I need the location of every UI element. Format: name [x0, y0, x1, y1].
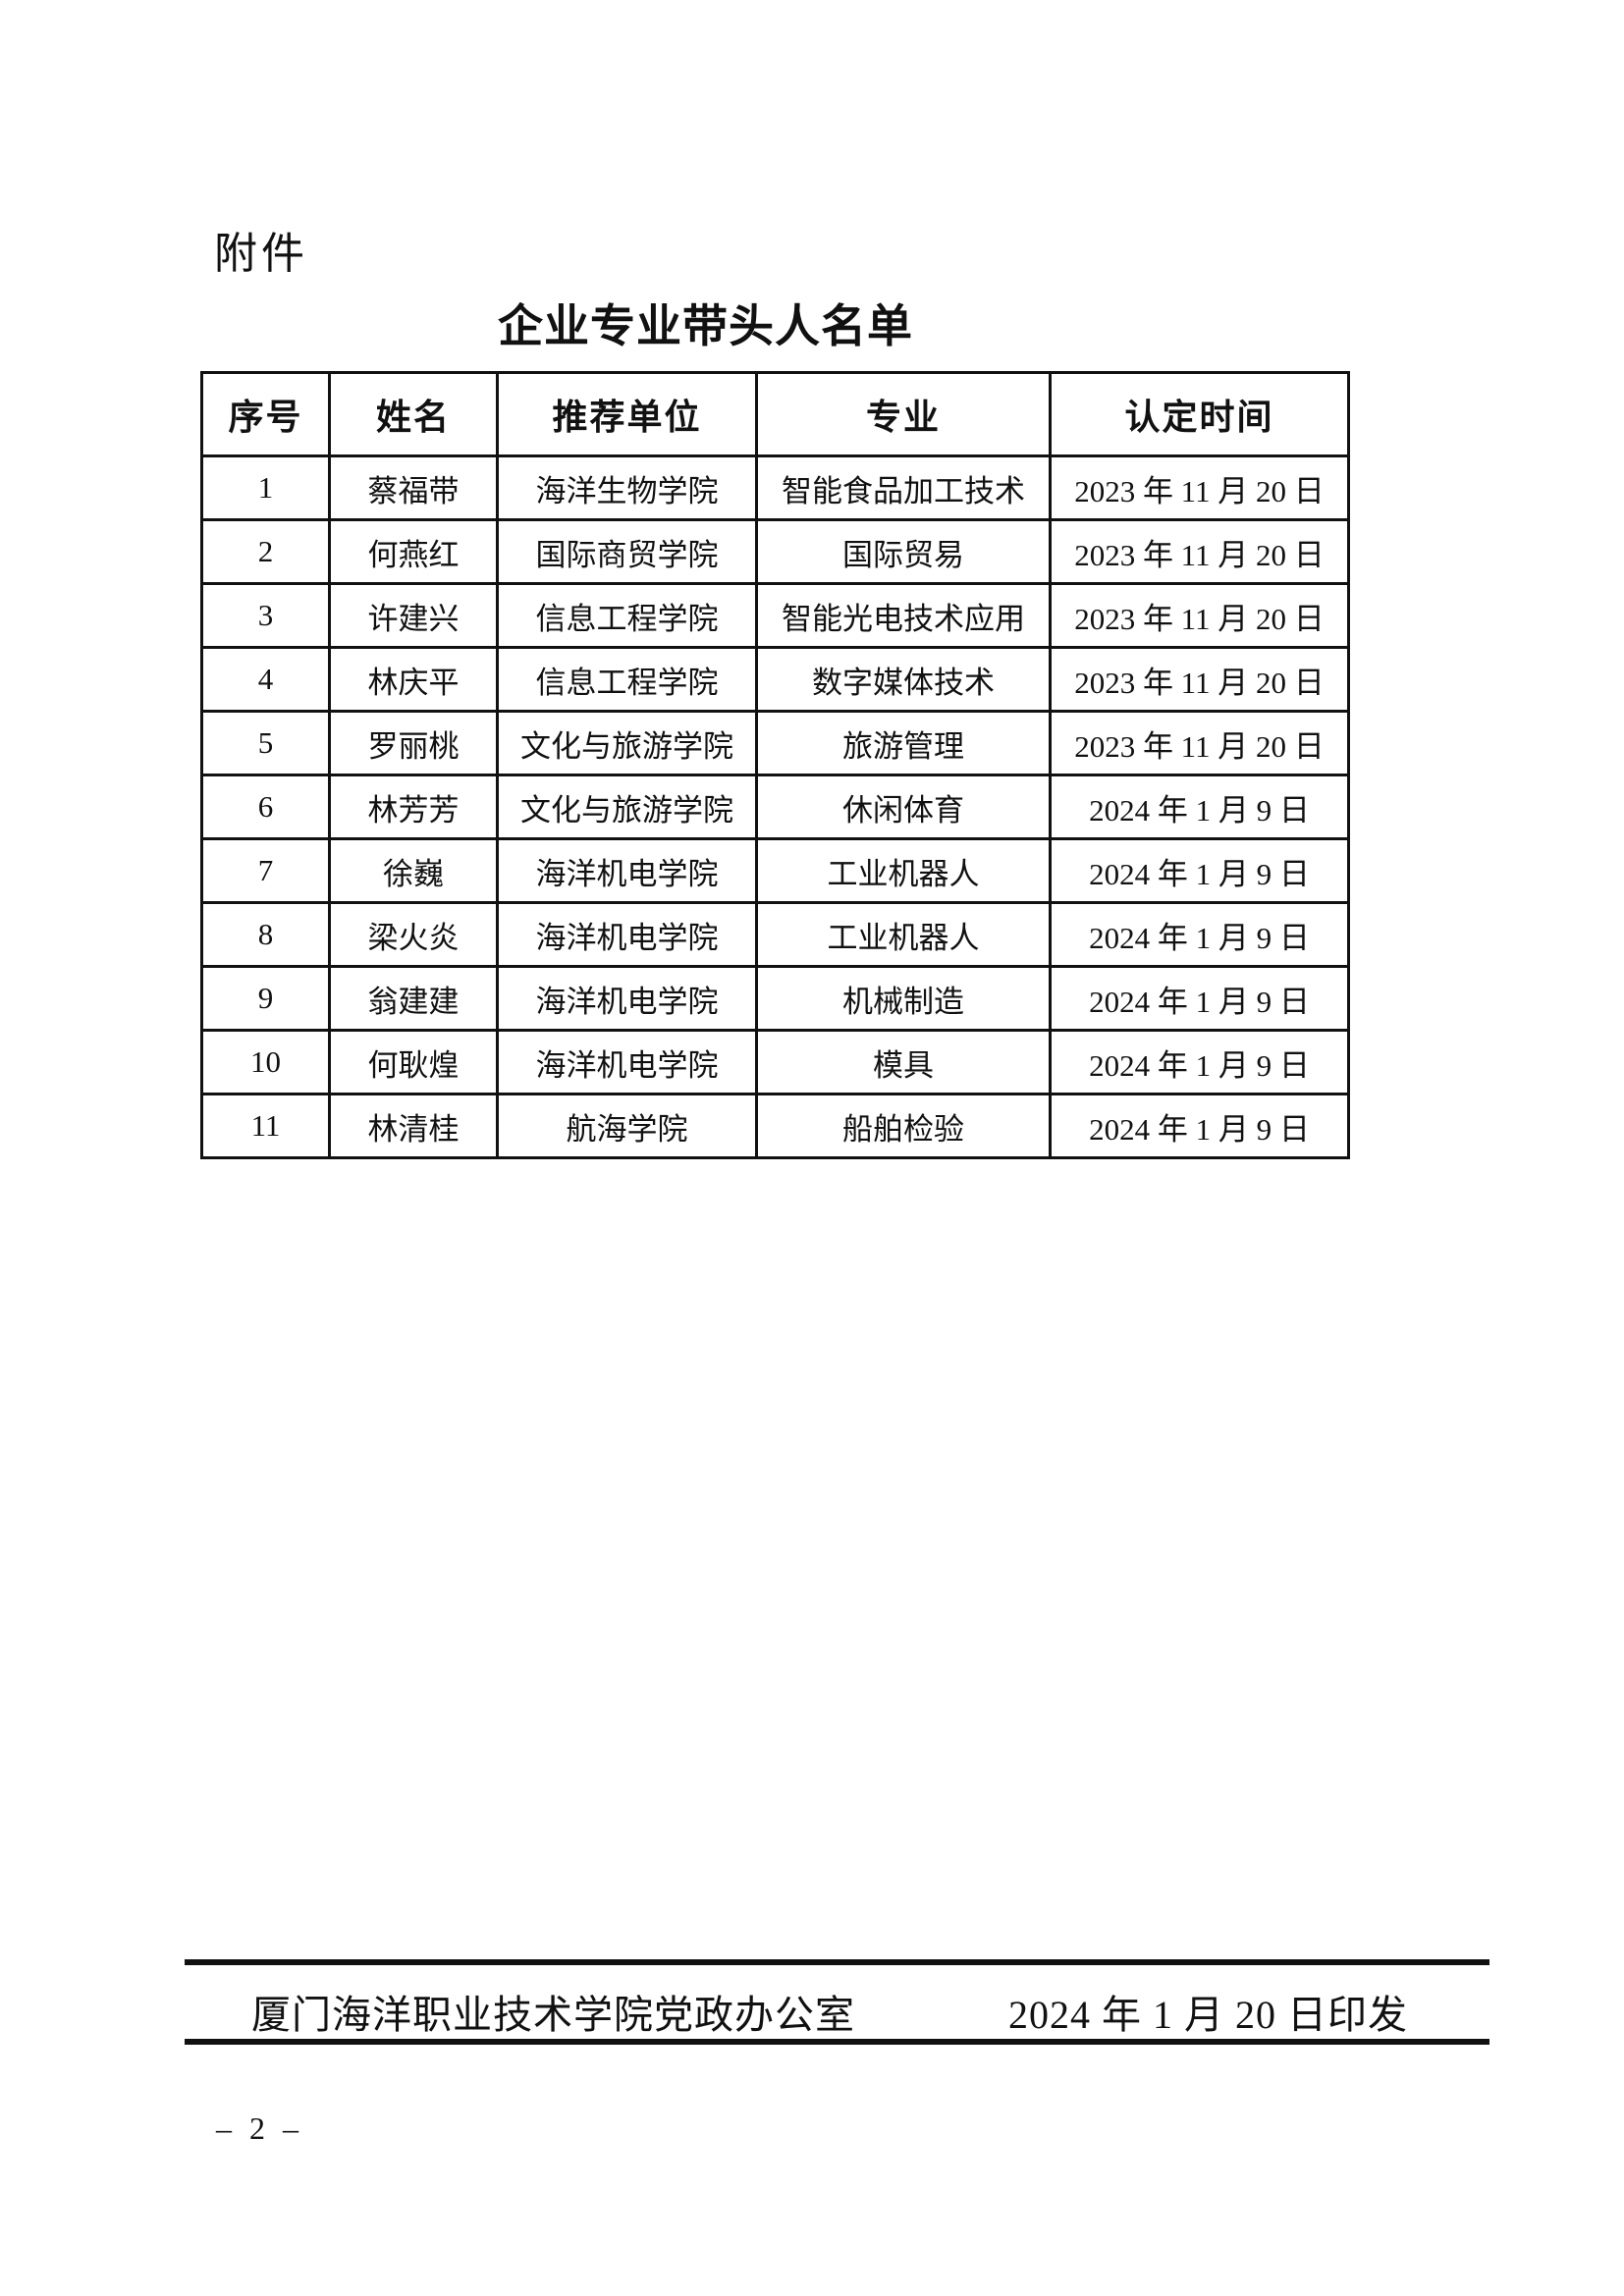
cell-major: 智能食品加工技术: [755, 454, 1052, 521]
cell-seq: 8: [200, 901, 331, 968]
cell-name: 林芳芳: [328, 774, 499, 840]
cell-seq: 4: [200, 646, 331, 713]
cell-unit: 航海学院: [496, 1093, 758, 1159]
cell-date: 2023 年 11 月 20 日: [1049, 454, 1350, 521]
cell-seq: 9: [200, 965, 331, 1032]
footer-bottom-rule: [185, 2039, 1489, 2045]
cell-seq: 2: [200, 518, 331, 585]
cell-seq: 11: [200, 1093, 331, 1159]
cell-date: 2024 年 1 月 9 日: [1049, 1093, 1350, 1159]
leaders-table: 序号 姓名 推荐单位 专业 认定时间 1 蔡福带 海洋生物学院 智能食品加工技术…: [200, 371, 1350, 1159]
cell-major: 国际贸易: [755, 518, 1052, 585]
attachment-label: 附件: [214, 230, 308, 278]
cell-name: 蔡福带: [328, 454, 499, 521]
cell-major: 模具: [755, 1029, 1052, 1095]
cell-date: 2023 年 11 月 20 日: [1049, 518, 1350, 585]
cell-unit: 海洋机电学院: [496, 965, 758, 1032]
cell-seq: 1: [200, 454, 331, 521]
table-row: 2 何燕红 国际商贸学院 国际贸易 2023 年 11 月 20 日: [200, 518, 1350, 585]
cell-major: 旅游管理: [755, 710, 1052, 776]
table-row: 8 梁火炎 海洋机电学院 工业机器人 2024 年 1 月 9 日: [200, 901, 1350, 968]
cell-seq: 10: [200, 1029, 331, 1095]
table-row: 5 罗丽桃 文化与旅游学院 旅游管理 2023 年 11 月 20 日: [200, 710, 1350, 776]
cell-name: 林清桂: [328, 1093, 499, 1159]
cell-date: 2023 年 11 月 20 日: [1049, 710, 1350, 776]
cell-major: 工业机器人: [755, 901, 1052, 968]
cell-major: 休闲体育: [755, 774, 1052, 840]
cell-date: 2024 年 1 月 9 日: [1049, 774, 1350, 840]
cell-date: 2024 年 1 月 9 日: [1049, 965, 1350, 1032]
header-major: 专业: [755, 371, 1052, 457]
cell-unit: 海洋机电学院: [496, 901, 758, 968]
page-title: 企业专业带头人名单: [498, 301, 913, 351]
table-header-row: 序号 姓名 推荐单位 专业 认定时间: [200, 371, 1350, 457]
cell-seq: 5: [200, 710, 331, 776]
cell-name: 徐巍: [328, 837, 499, 904]
cell-major: 工业机器人: [755, 837, 1052, 904]
table-row: 1 蔡福带 海洋生物学院 智能食品加工技术 2023 年 11 月 20 日: [200, 454, 1350, 521]
cell-name: 翁建建: [328, 965, 499, 1032]
table-row: 3 许建兴 信息工程学院 智能光电技术应用 2023 年 11 月 20 日: [200, 582, 1350, 649]
cell-date: 2024 年 1 月 9 日: [1049, 1029, 1350, 1095]
page-number: – 2 –: [216, 2110, 303, 2146]
cell-date: 2024 年 1 月 9 日: [1049, 901, 1350, 968]
cell-unit: 文化与旅游学院: [496, 710, 758, 776]
footer-issuer: 厦门海洋职业技术学院党政办公室: [251, 1993, 855, 2037]
cell-name: 何耿煌: [328, 1029, 499, 1095]
cell-unit: 海洋机电学院: [496, 837, 758, 904]
header-seq: 序号: [200, 371, 331, 457]
table-row: 4 林庆平 信息工程学院 数字媒体技术 2023 年 11 月 20 日: [200, 646, 1350, 713]
cell-unit: 信息工程学院: [496, 582, 758, 649]
cell-major: 数字媒体技术: [755, 646, 1052, 713]
cell-unit: 文化与旅游学院: [496, 774, 758, 840]
cell-name: 许建兴: [328, 582, 499, 649]
cell-major: 机械制造: [755, 965, 1052, 1032]
cell-major: 船舶检验: [755, 1093, 1052, 1159]
footer-print-date: 2024 年 1 月 20 日印发: [1008, 1993, 1408, 2037]
footer-top-rule: [185, 1959, 1489, 1965]
cell-seq: 7: [200, 837, 331, 904]
cell-unit: 海洋生物学院: [496, 454, 758, 521]
table-row: 7 徐巍 海洋机电学院 工业机器人 2024 年 1 月 9 日: [200, 837, 1350, 904]
cell-unit: 国际商贸学院: [496, 518, 758, 585]
cell-unit: 信息工程学院: [496, 646, 758, 713]
table-row: 6 林芳芳 文化与旅游学院 休闲体育 2024 年 1 月 9 日: [200, 774, 1350, 840]
cell-date: 2024 年 1 月 9 日: [1049, 837, 1350, 904]
cell-seq: 3: [200, 582, 331, 649]
cell-unit: 海洋机电学院: [496, 1029, 758, 1095]
cell-date: 2023 年 11 月 20 日: [1049, 646, 1350, 713]
cell-name: 林庆平: [328, 646, 499, 713]
table-row: 11 林清桂 航海学院 船舶检验 2024 年 1 月 9 日: [200, 1093, 1350, 1159]
cell-major: 智能光电技术应用: [755, 582, 1052, 649]
table-row: 9 翁建建 海洋机电学院 机械制造 2024 年 1 月 9 日: [200, 965, 1350, 1032]
cell-name: 罗丽桃: [328, 710, 499, 776]
header-unit: 推荐单位: [496, 371, 758, 457]
header-date: 认定时间: [1049, 371, 1350, 457]
table-row: 10 何耿煌 海洋机电学院 模具 2024 年 1 月 9 日: [200, 1029, 1350, 1095]
cell-seq: 6: [200, 774, 331, 840]
cell-name: 何燕红: [328, 518, 499, 585]
cell-date: 2023 年 11 月 20 日: [1049, 582, 1350, 649]
cell-name: 梁火炎: [328, 901, 499, 968]
header-name: 姓名: [328, 371, 499, 457]
